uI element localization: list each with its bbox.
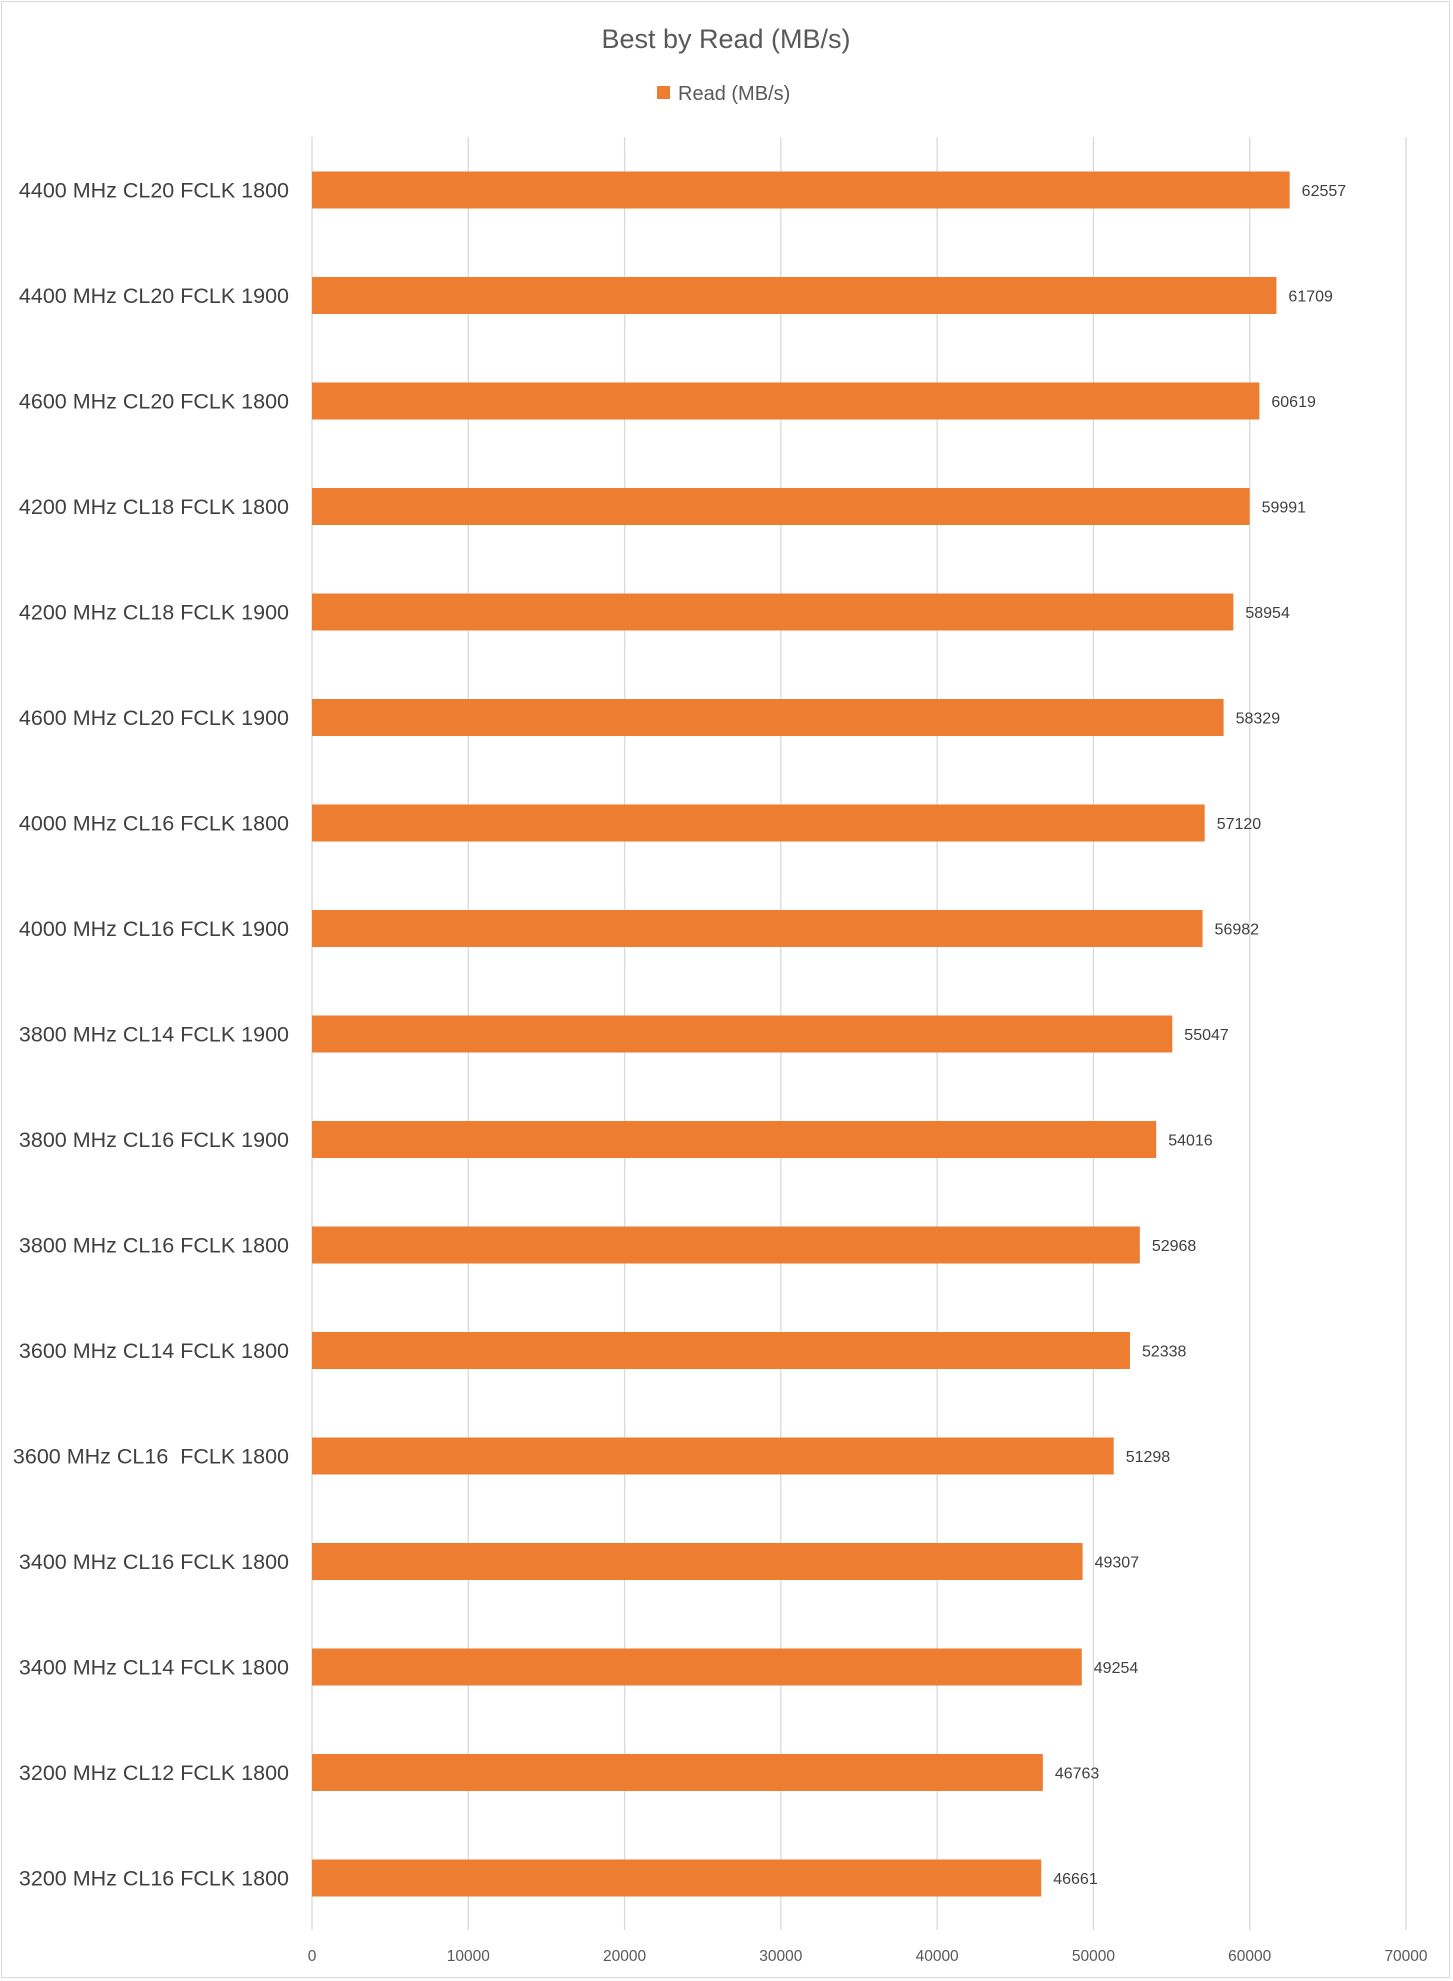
bar [312,382,1260,420]
data-label: 49307 [1095,1555,1140,1572]
legend-swatch [657,86,670,99]
data-label: 59991 [1262,500,1307,517]
bar [312,1648,1082,1686]
data-label: 60619 [1271,394,1316,411]
bars [312,171,1290,1897]
data-label: 58954 [1245,605,1290,622]
bar [312,1332,1130,1369]
bar [312,1121,1157,1158]
data-label: 62557 [1302,183,1347,200]
data-label: 51298 [1126,1449,1171,1466]
category-label: 3400 MHz CL14 FCLK 1800 [19,1656,289,1680]
data-label: 55047 [1184,1027,1229,1044]
labels: 0 10000 20000 30000 40000 50000 60000 70000 4400… [13,179,1428,1966]
category-label: 3600 MHz CL14 FCLK 1800 [19,1339,289,1363]
legend: Read (MB/s) [657,83,790,105]
category-label: 4600 MHz CL20 FCLK 1800 [19,390,289,414]
data-label: 61709 [1288,289,1333,306]
bar [312,804,1205,842]
x-tick-label: 70000 [1384,1948,1427,1965]
x-tick-label: 40000 [916,1948,959,1965]
data-label: 57120 [1217,816,1262,833]
chart-title: Best by Read (MB/s) [601,24,850,54]
bar [312,1754,1043,1791]
x-tick-label: 10000 [447,1948,490,1965]
x-tick-label: 0 [308,1948,317,1965]
category-label: 3800 MHz CL14 FCLK 1900 [19,1023,289,1047]
bar [312,1015,1173,1053]
category-label: 3800 MHz CL16 FCLK 1900 [19,1128,289,1152]
bar [312,1226,1140,1264]
data-label: 46763 [1055,1766,1100,1783]
bar [312,171,1290,209]
bar [312,1543,1083,1580]
data-label: 49254 [1094,1660,1139,1677]
data-label: 52338 [1142,1344,1187,1361]
category-label: 3200 MHz CL12 FCLK 1800 [19,1761,289,1785]
x-tick-label: 20000 [603,1948,646,1965]
category-label: 4200 MHz CL18 FCLK 1800 [19,495,289,519]
data-label: 54016 [1168,1133,1213,1150]
x-tick-label: 60000 [1228,1948,1271,1965]
data-label: 58329 [1236,711,1281,728]
category-label: 4400 MHz CL20 FCLK 1900 [19,284,289,308]
bar [312,1437,1114,1475]
category-label: 4400 MHz CL20 FCLK 1800 [19,179,289,203]
category-label: 3600 MHz CL16 FCLK 1800 [13,1445,289,1469]
bar [312,1859,1042,1897]
legend-label: Read (MB/s) [678,83,790,105]
category-label: 3800 MHz CL16 FCLK 1800 [19,1234,289,1258]
data-label: 46661 [1053,1871,1098,1888]
category-label: 4000 MHz CL16 FCLK 1800 [19,812,289,836]
bar [312,910,1203,947]
data-label: 56982 [1215,922,1260,939]
category-label: 4000 MHz CL16 FCLK 1900 [19,917,289,941]
category-label: 3400 MHz CL16 FCLK 1800 [19,1550,289,1574]
bar [312,593,1234,631]
x-tick-label: 50000 [1072,1948,1115,1965]
bar [312,488,1250,525]
category-label: 4600 MHz CL20 FCLK 1900 [19,706,289,730]
category-label: 3200 MHz CL16 FCLK 1800 [19,1867,289,1891]
bar [312,277,1277,314]
bar [312,699,1224,736]
category-label: 4200 MHz CL18 FCLK 1900 [19,601,289,625]
data-label: 52968 [1152,1238,1197,1255]
x-tick-label: 30000 [759,1948,802,1965]
